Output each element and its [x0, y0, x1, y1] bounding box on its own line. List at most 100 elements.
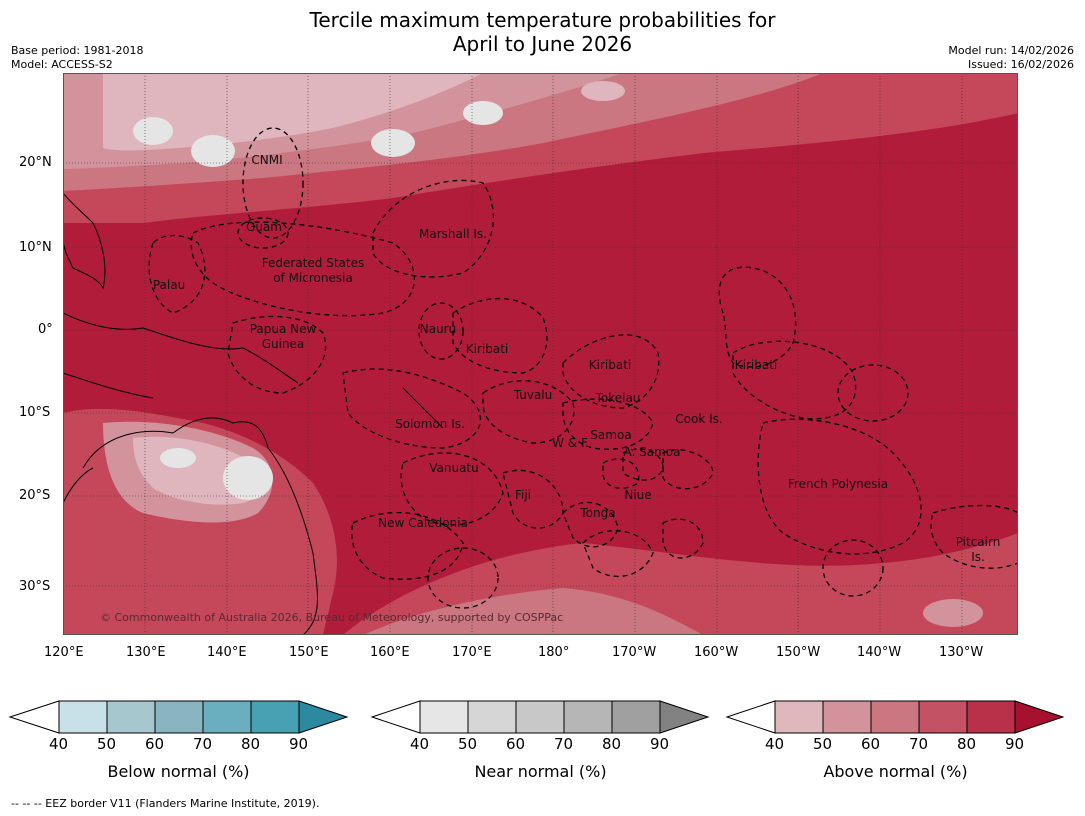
lat-30s: 30°S [19, 579, 51, 594]
cb-above-seg [774, 700, 824, 734]
cb-below-seg [106, 700, 156, 734]
cb-near-seg [563, 700, 613, 734]
lon-150w: 150°W [776, 645, 821, 660]
lon-130e: 130°E [126, 645, 166, 660]
label-png-2: Guinea [262, 337, 305, 351]
lon-160w: 160°W [694, 645, 739, 660]
run-info: Model run: 14/02/2026 Issued: 16/02/2026 [948, 44, 1074, 72]
lat-0: 0° [38, 322, 53, 337]
cb-above-seg [870, 700, 920, 734]
cb-near-tick-90: 90 [650, 735, 670, 753]
model-name: Model: ACCESS-S2 [11, 58, 113, 71]
cb-below-tick-40: 40 [49, 735, 69, 753]
label-tonga: Tonga [579, 506, 615, 520]
label-fsm-1: Federated States [262, 256, 364, 270]
colorbar-below [8, 700, 349, 734]
eez-borders [148, 127, 1018, 609]
cb-below-tick-80: 80 [241, 735, 261, 753]
label-nauru: Nauru [420, 322, 456, 336]
cb-above-seg [1014, 700, 1065, 734]
cb-below-tick-60: 60 [145, 735, 165, 753]
lon-170e: 170°E [452, 645, 492, 660]
probability-map: CNMI Guam Marshall Is. Palau Federated S… [63, 73, 1018, 635]
cb-above-tick-50: 50 [813, 735, 833, 753]
label-fiji: Fiji [515, 488, 531, 502]
issued-date: Issued: 16/02/2026 [967, 58, 1074, 71]
cb-near-tick-70: 70 [554, 735, 574, 753]
label-vanuatu: Vanuatu [429, 461, 479, 475]
lon-170w: 170°W [612, 645, 657, 660]
cb-near-seg [515, 700, 565, 734]
label-fsm-2: of Micronesia [273, 271, 353, 285]
title-line-2: April to June 2026 [452, 32, 633, 56]
base-info: Base period: 1981-2018 Model: ACCESS-S2 [11, 44, 143, 72]
cb-near-seg [370, 700, 421, 734]
colorbar-near [370, 700, 710, 734]
label-new-caledonia: New Caledonia [378, 516, 468, 530]
cb-near-seg [467, 700, 517, 734]
title-line-1: Tercile maximum temperature probabilitie… [309, 8, 776, 32]
copyright-note: © Commonwealth of Australia 2026, Bureau… [100, 611, 563, 624]
lat-10s: 10°S [19, 405, 51, 420]
label-png-1: Papua New [250, 322, 317, 336]
label-palau: Palau [153, 278, 185, 292]
lon-180: 180° [538, 645, 570, 660]
cb-above-seg [966, 700, 1016, 734]
lon-150e: 150°E [289, 645, 329, 660]
cb-below-seg [58, 700, 108, 734]
cb-below-seg [250, 700, 300, 734]
cb-below-label: Below normal (%) [107, 762, 250, 781]
cb-near-seg [659, 700, 710, 734]
cb-above-tick-80: 80 [957, 735, 977, 753]
lon-160e: 160°E [370, 645, 410, 660]
label-asamoa: A. Samoa [624, 445, 681, 459]
cb-above-label: Above normal (%) [823, 762, 968, 781]
cb-above-seg [822, 700, 872, 734]
cb-near-tick-50: 50 [458, 735, 478, 753]
cb-below-tick-70: 70 [193, 735, 213, 753]
label-tuvalu: Tuvalu [513, 388, 553, 402]
cb-near-tick-40: 40 [410, 735, 430, 753]
cb-near-label: Near normal (%) [474, 762, 607, 781]
lat-20n: 20°N [19, 155, 52, 170]
cb-below-tick-50: 50 [97, 735, 117, 753]
lon-140e: 140°E [207, 645, 247, 660]
lon-130w: 130°W [939, 645, 984, 660]
label-french-polynesia: French Polynesia [788, 477, 888, 491]
cb-near-seg [419, 700, 469, 734]
label-samoa: Samoa [590, 428, 631, 442]
cb-above-tick-40: 40 [765, 735, 785, 753]
label-marshall: Marshall Is. [419, 227, 487, 241]
cb-below-seg [8, 700, 60, 734]
lat-20s: 20°S [19, 488, 51, 503]
label-pitcairn-2: Is. [971, 550, 985, 564]
cb-near-tick-60: 60 [506, 735, 526, 753]
label-pitcairn-1: Pitcairn [956, 535, 1001, 549]
lon-120e: 120°E [44, 645, 84, 660]
lon-140w: 140°W [857, 645, 902, 660]
label-tokelau: Tokelau [595, 391, 641, 405]
cb-above-seg [918, 700, 968, 734]
cb-below-seg [202, 700, 252, 734]
label-cnmi: CNMI [251, 153, 282, 167]
cb-below-seg [154, 700, 204, 734]
label-guam: Guam [246, 220, 282, 234]
cb-above-tick-70: 70 [909, 735, 929, 753]
cb-near-tick-80: 80 [602, 735, 622, 753]
base-period: Base period: 1981-2018 [11, 44, 144, 57]
cb-above-seg [725, 700, 776, 734]
eez-footnote: -- -- -- EEZ border V11 (Flanders Marine… [11, 797, 320, 810]
cb-above-tick-60: 60 [861, 735, 881, 753]
cb-below-seg [298, 700, 349, 734]
lat-10n: 10°N [19, 240, 52, 255]
cb-above-tick-90: 90 [1005, 735, 1025, 753]
map-title: Tercile maximum temperature probabilitie… [0, 8, 1085, 56]
label-kiribati-east: Kiribati [735, 358, 777, 372]
label-kiribati-west: Kiribati [466, 342, 508, 356]
label-solomon: Solomon Is. [395, 417, 465, 431]
label-cook: Cook Is. [675, 412, 722, 426]
model-run: Model run: 14/02/2026 [948, 44, 1074, 57]
colorbars [8, 700, 1065, 734]
colorbar-above [725, 700, 1065, 734]
cb-near-seg [611, 700, 661, 734]
